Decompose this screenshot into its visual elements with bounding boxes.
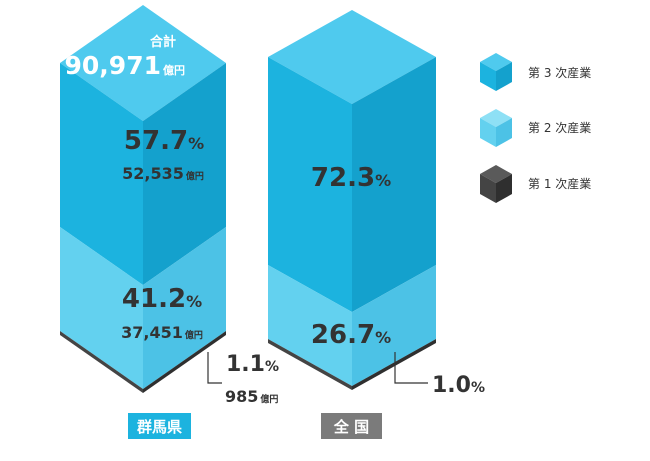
national-secondary-bar — [268, 265, 352, 386]
gunma-total-value-text: 90,971 億円 — [65, 51, 185, 80]
legend: 第 3 次産業 第 2 次産業 第 1 次産業 — [480, 53, 591, 203]
gunma-secondary-side-face — [143, 227, 226, 389]
legend-label-primary: 第 1 次産業 — [528, 176, 591, 191]
gunma-tertiary-pct-unit: % — [188, 134, 204, 153]
gunma-primary-amount-text: 985 億円 — [225, 387, 278, 406]
national-secondary-pct-unit: % — [375, 328, 391, 347]
legend-label-tertiary: 第 3 次産業 — [528, 65, 591, 80]
gunma-secondary-pct: 41.2 — [122, 284, 186, 314]
gunma-total-unit: 億円 — [163, 63, 185, 77]
legend-swatch-secondary-left — [480, 118, 496, 147]
legend-item-tertiary: 第 3 次産業 — [480, 53, 591, 91]
legend-swatch-secondary-right — [496, 118, 512, 147]
national-primary-pct-unit: % — [471, 380, 485, 396]
national-primary-pct: 1.0 — [432, 373, 471, 398]
legend-item-primary: 第 1 次産業 — [480, 165, 591, 203]
gunma-secondary-amount-unit: 億円 — [185, 329, 203, 341]
legend-label-secondary: 第 2 次産業 — [528, 120, 591, 135]
legend-swatch-tertiary-right — [496, 62, 512, 91]
gunma-tertiary-pct-text: 57.7% — [124, 126, 204, 156]
national-primary-leader-line — [394, 352, 428, 384]
gunma-tertiary-pct: 57.7 — [124, 126, 188, 156]
gunma-tertiary-amount: 52,535 — [122, 164, 184, 183]
gunma-secondary-pct-text: 41.2% — [122, 284, 202, 314]
national-category-label-bg — [321, 413, 382, 439]
gunma-primary-amount: 985 — [225, 387, 258, 406]
gunma-secondary-amount: 37,451 — [121, 323, 183, 342]
gunma-secondary-amount-text: 37,451 億円 — [121, 323, 203, 342]
gunma-category-label: 群馬県 — [137, 418, 182, 436]
gunma-tertiary-bar — [60, 63, 143, 285]
national-category-label: 全 国 — [333, 418, 369, 436]
national-tertiary-pct-text: 72.3% — [311, 163, 391, 193]
gunma-tertiary-amount-unit: 億円 — [186, 170, 204, 182]
gunma-primary-pct: 1.1 — [226, 352, 265, 377]
gunma-primary-amount-unit: 億円 — [260, 393, 278, 405]
gunma-category-label-bg — [128, 413, 191, 439]
national-column — [268, 10, 436, 390]
gunma-primary-bar — [60, 331, 143, 393]
national-secondary-pct: 26.7 — [311, 320, 375, 350]
legend-swatch-primary-right — [496, 174, 512, 203]
gunma-primary-leader-line — [207, 352, 222, 384]
gunma-secondary-bar — [60, 227, 143, 389]
gunma-tertiary-amount-text: 52,535 億円 — [122, 164, 204, 183]
national-tertiary-side-face — [352, 57, 436, 312]
legend-swatch-tertiary-left — [480, 62, 496, 91]
national-primary-bar — [268, 339, 352, 390]
national-tertiary-bar — [268, 57, 352, 312]
gunma-secondary-pct-unit: % — [186, 292, 202, 311]
gunma-total-value: 90,971 — [65, 51, 161, 80]
national-tertiary-pct: 72.3 — [311, 163, 375, 193]
national-secondary-side-face — [352, 265, 436, 386]
gunma-total-label: 合計 — [150, 34, 176, 50]
gunma-primary-pct-unit: % — [265, 359, 279, 375]
national-secondary-pct-text: 26.7% — [311, 320, 391, 350]
gunma-tertiary-side-face — [143, 63, 226, 285]
legend-item-secondary: 第 2 次産業 — [480, 109, 591, 147]
legend-swatch-primary-left — [480, 174, 496, 203]
gunma-primary-side-face — [143, 331, 226, 393]
national-primary-side-face — [352, 339, 436, 390]
national-tertiary-pct-unit: % — [375, 171, 391, 190]
national-primary-pct-text: 1.0% — [432, 373, 485, 398]
gunma-column — [60, 5, 226, 393]
gunma-primary-pct-text: 1.1% — [226, 352, 279, 377]
